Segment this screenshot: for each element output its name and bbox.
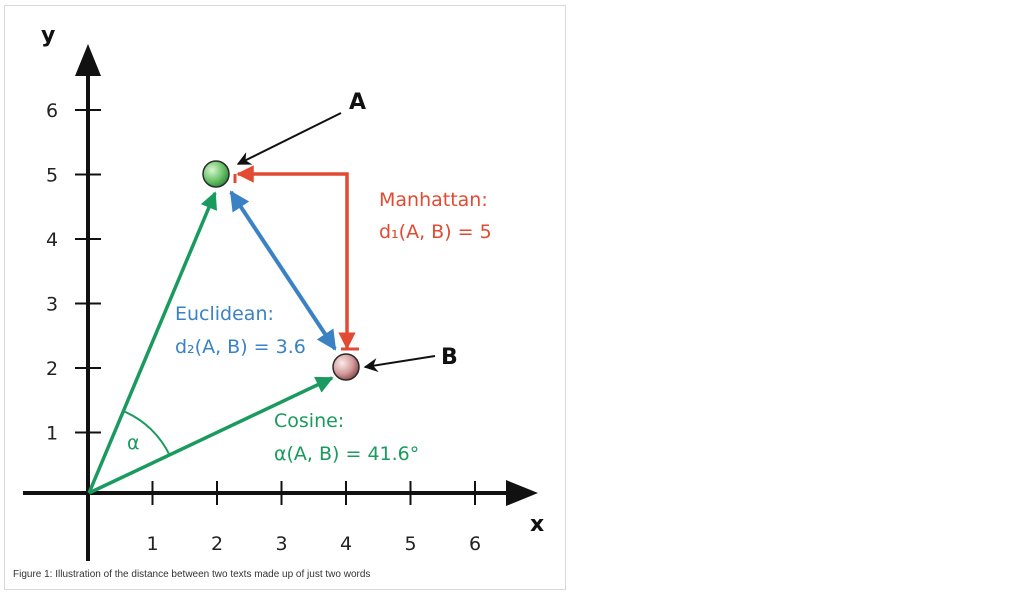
point-b: [332, 353, 360, 381]
x-tick-label: 2: [211, 533, 223, 555]
x-axis: [23, 480, 538, 506]
angle-symbol: α: [127, 432, 140, 454]
x-tick-label: 1: [146, 533, 158, 555]
y-axis: [75, 44, 101, 561]
x-ticks: 1 2 3 4 5 6: [146, 481, 481, 555]
x-tick-label: 3: [275, 533, 287, 555]
cosine-vectors: [87, 191, 334, 495]
x-axis-name: x: [530, 512, 544, 537]
y-tick-label: 4: [46, 229, 58, 251]
y-tick-label: 5: [46, 165, 58, 187]
y-tick-label: 1: [46, 423, 58, 445]
euclidean-line: [229, 190, 337, 351]
figure-caption: Figure 1: Illustration of the distance b…: [13, 569, 371, 580]
manhattan-path: [233, 165, 359, 351]
euclidean-title: Euclidean:: [175, 303, 274, 325]
point-b-label: B: [441, 345, 458, 370]
manhattan-formula: d₁(A, B) = 5: [379, 221, 492, 243]
cosine-formula: α(A, B) = 41.6°: [274, 443, 419, 465]
vector-to-b: [88, 376, 334, 495]
x-tick-label: 4: [340, 533, 352, 555]
vector-to-a: [87, 191, 217, 494]
pointer-a: [236, 112, 342, 165]
point-a: [202, 160, 230, 188]
y-tick-label: 2: [46, 358, 58, 380]
cosine-title: Cosine:: [274, 410, 344, 432]
point-a-label: A: [349, 90, 366, 115]
y-tick-label: 3: [46, 294, 58, 316]
euclidean-formula: d₂(A, B) = 3.6: [175, 336, 306, 358]
x-tick-label: 6: [469, 533, 481, 555]
manhattan-title: Manhattan:: [379, 189, 488, 211]
y-ticks: 1 2 3 4 5 6: [46, 100, 101, 445]
y-tick-label: 6: [46, 100, 58, 122]
y-axis-name: y: [41, 23, 55, 48]
angle-arc: [122, 410, 171, 457]
x-tick-label: 5: [404, 533, 416, 555]
pointer-b: [363, 355, 436, 372]
